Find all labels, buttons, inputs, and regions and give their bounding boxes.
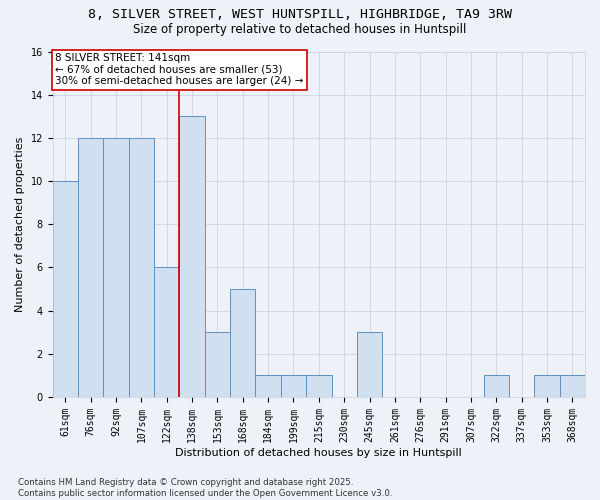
Bar	[205, 332, 230, 397]
Text: Contains HM Land Registry data © Crown copyright and database right 2025.
Contai: Contains HM Land Registry data © Crown c…	[18, 478, 392, 498]
Bar	[103, 138, 129, 397]
Bar	[78, 138, 103, 397]
Bar	[357, 332, 382, 397]
Text: Size of property relative to detached houses in Huntspill: Size of property relative to detached ho…	[133, 22, 467, 36]
Bar	[53, 181, 78, 397]
Bar	[179, 116, 205, 397]
Bar	[484, 376, 509, 397]
Bar	[535, 376, 560, 397]
Text: 8, SILVER STREET, WEST HUNTSPILL, HIGHBRIDGE, TA9 3RW: 8, SILVER STREET, WEST HUNTSPILL, HIGHBR…	[88, 8, 512, 20]
Bar	[230, 289, 256, 397]
Bar	[306, 376, 332, 397]
Bar	[281, 376, 306, 397]
Y-axis label: Number of detached properties: Number of detached properties	[15, 136, 25, 312]
Bar	[256, 376, 281, 397]
Bar	[560, 376, 585, 397]
Text: 8 SILVER STREET: 141sqm
← 67% of detached houses are smaller (53)
30% of semi-de: 8 SILVER STREET: 141sqm ← 67% of detache…	[55, 53, 304, 86]
Bar	[154, 268, 179, 397]
Bar	[129, 138, 154, 397]
X-axis label: Distribution of detached houses by size in Huntspill: Distribution of detached houses by size …	[175, 448, 462, 458]
